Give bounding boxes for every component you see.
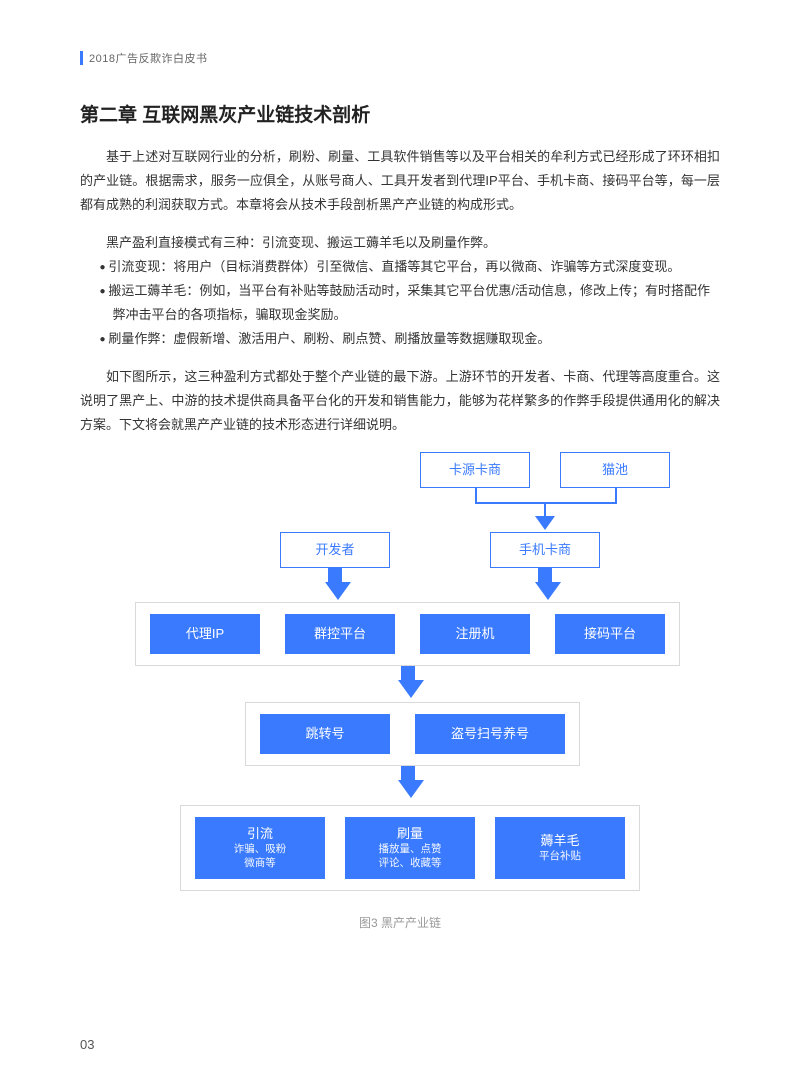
node-jiema: 接码平台 bbox=[555, 614, 665, 654]
arrow-down-icon bbox=[535, 582, 561, 600]
bullet-2: 搬运工薅羊毛：例如，当平台有补贴等鼓励活动时，采集其它平台优惠/活动信息，修改上… bbox=[80, 279, 720, 327]
connector-line bbox=[475, 502, 617, 504]
bullet-intro: 黑产盈利直接模式有三种：引流变现、搬运工薅羊毛以及刷量作弊。 bbox=[80, 231, 720, 255]
node-tiaozhuan: 跳转号 bbox=[260, 714, 390, 754]
node-label: 接码平台 bbox=[584, 625, 636, 643]
node-label: 盗号扫号养号 bbox=[451, 725, 529, 743]
node-label: 引流 bbox=[247, 825, 273, 843]
node-label: 薅羊毛 bbox=[540, 832, 579, 850]
paragraph-2: 如下图所示，这三种盈利方式都处于整个产业链的最下游。上游环节的开发者、卡商、代理… bbox=[80, 365, 720, 437]
node-sub: 平台补贴 bbox=[539, 849, 581, 863]
node-daohao: 盗号扫号养号 bbox=[415, 714, 565, 754]
node-label: 群控平台 bbox=[314, 625, 366, 643]
figure-caption: 图3 黑产产业链 bbox=[80, 914, 720, 931]
node-sub: 诈骗、吸粉 bbox=[234, 842, 287, 856]
node-proxy-ip: 代理IP bbox=[150, 614, 260, 654]
paragraph-1: 基于上述对互联网行业的分析，刷粉、刷量、工具软件销售等以及平台相关的牟利方式已经… bbox=[80, 145, 720, 217]
bullet-3: 刷量作弊：虚假新增、激活用户、刷粉、刷点赞、刷播放量等数据赚取现金。 bbox=[80, 327, 720, 351]
arrow-down-icon bbox=[398, 680, 424, 698]
node-sub: 评论、收藏等 bbox=[379, 856, 442, 870]
arrow-down-icon bbox=[535, 516, 555, 530]
node-maochi: 猫池 bbox=[560, 452, 670, 488]
chapter-title: 第二章 互联网黑灰产业链技术剖析 bbox=[80, 100, 720, 127]
header-accent-bar bbox=[80, 51, 83, 65]
node-label: 卡源卡商 bbox=[449, 461, 501, 479]
arrow-down-icon bbox=[325, 582, 351, 600]
page-number: 03 bbox=[80, 1037, 94, 1052]
connector-line bbox=[615, 488, 617, 502]
page-content: 第二章 互联网黑灰产业链技术剖析 基于上述对互联网行业的分析，刷粉、刷量、工具软… bbox=[80, 100, 720, 972]
node-zhuceji: 注册机 bbox=[420, 614, 530, 654]
node-label: 代理IP bbox=[186, 625, 224, 643]
node-sub: 微商等 bbox=[244, 856, 276, 870]
node-shualiang: 刷量 播放量、点赞 评论、收藏等 bbox=[345, 817, 475, 879]
node-label: 注册机 bbox=[455, 625, 494, 643]
node-label: 猫池 bbox=[602, 461, 628, 479]
node-qunkong: 群控平台 bbox=[285, 614, 395, 654]
bullet-list: 黑产盈利直接模式有三种：引流变现、搬运工薅羊毛以及刷量作弊。 引流变现：将用户（… bbox=[80, 231, 720, 351]
node-developer: 开发者 bbox=[280, 532, 390, 568]
node-label: 开发者 bbox=[315, 541, 354, 559]
connector-line bbox=[475, 488, 477, 502]
bullet-1: 引流变现：将用户（目标消费群体）引至微信、直播等其它平台，再以微商、诈骗等方式深… bbox=[80, 255, 720, 279]
node-card-source: 卡源卡商 bbox=[420, 452, 530, 488]
header-tag: 2018广告反欺诈白皮书 bbox=[89, 50, 207, 66]
node-yinliu: 引流 诈骗、吸粉 微商等 bbox=[195, 817, 325, 879]
node-label: 手机卡商 bbox=[519, 541, 571, 559]
document-header: 2018广告反欺诈白皮书 bbox=[80, 50, 207, 66]
node-label: 跳转号 bbox=[305, 725, 344, 743]
node-sub: 播放量、点赞 bbox=[379, 842, 442, 856]
node-label: 刷量 bbox=[397, 825, 423, 843]
flowchart: 卡源卡商 猫池 开发者 手机卡商 代理IP 群控平台 注册机 接码平台 跳转号 … bbox=[80, 452, 720, 972]
arrow-down-icon bbox=[398, 780, 424, 798]
node-phone-card: 手机卡商 bbox=[490, 532, 600, 568]
node-haoyangmao: 薅羊毛 平台补贴 bbox=[495, 817, 625, 879]
